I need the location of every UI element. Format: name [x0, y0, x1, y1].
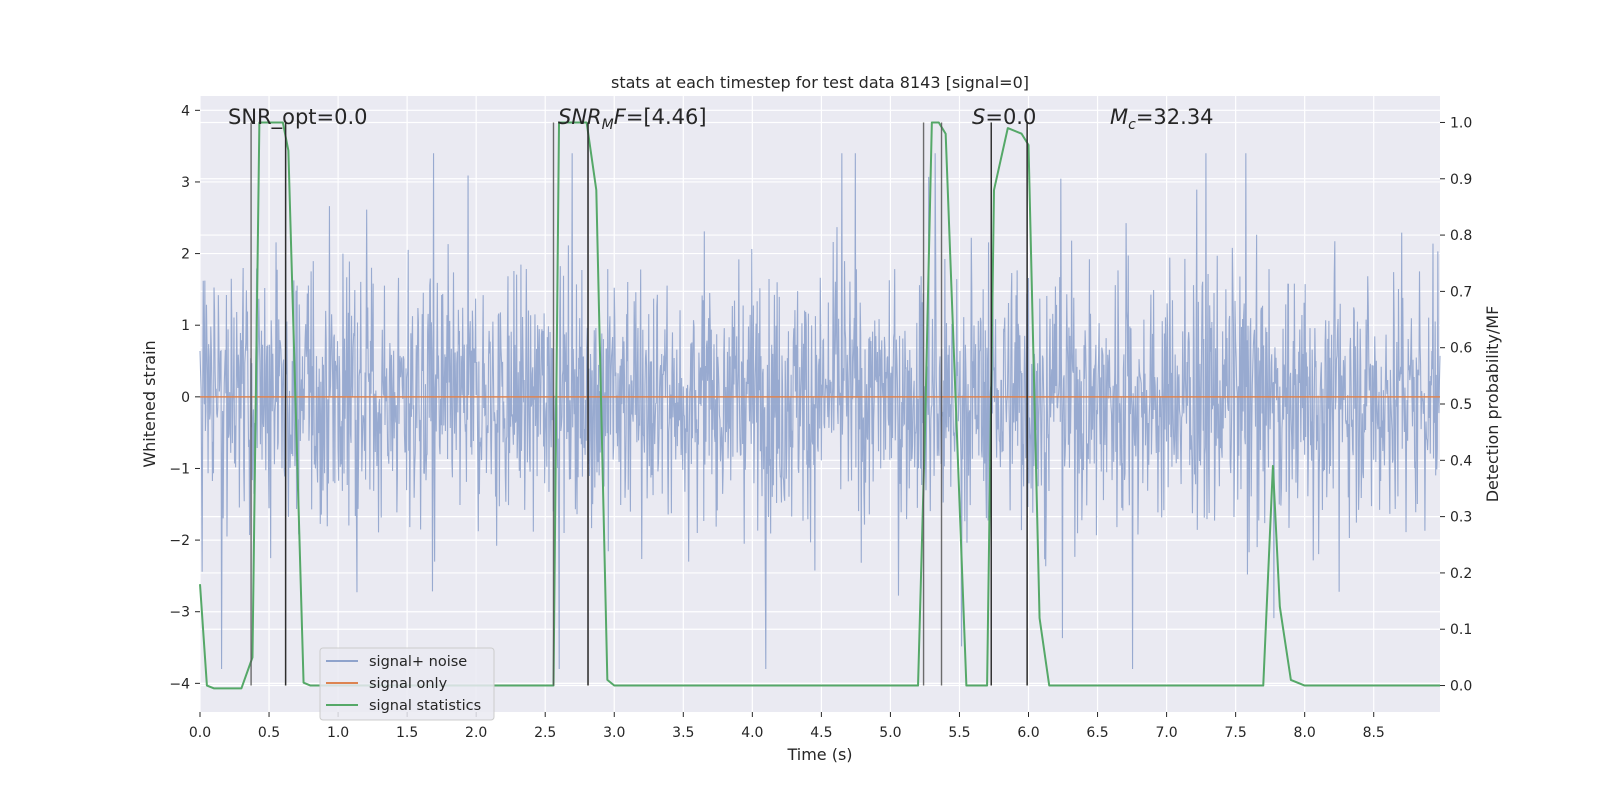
x-tick-label: 8.5: [1363, 725, 1385, 741]
y-tick-label-right: 0.4: [1450, 453, 1472, 469]
y-tick-label-right: 0.7: [1450, 284, 1472, 300]
legend: signal+ noise signal only signal statist…: [319, 647, 495, 721]
x-tick-label: 0.5: [258, 725, 280, 741]
x-tick-label: 0.0: [189, 725, 211, 741]
x-tick-label: 4.5: [810, 725, 832, 741]
x-tick-label: 2.5: [534, 725, 556, 741]
x-tick-label: 8.0: [1294, 725, 1316, 741]
annotation-part: F: [614, 105, 627, 129]
x-axis-label: Time (s): [786, 745, 852, 764]
x-tick-label: 6.5: [1086, 725, 1108, 741]
x-tick-label: 4.0: [741, 725, 763, 741]
signal-noise-series: [199, 153, 1441, 670]
x-tick-label: 7.5: [1225, 725, 1247, 741]
y-tick-label-right: 0.1: [1450, 622, 1472, 638]
vertical-markers: [250, 122, 1028, 686]
y-tick-label-left: 3: [181, 175, 190, 191]
x-tick-label: 5.0: [879, 725, 901, 741]
annotation-part: =0.0: [985, 105, 1036, 129]
y-tick-label-right: 0.2: [1450, 566, 1472, 582]
annotation-s: S=0.0: [972, 105, 1036, 129]
y-tick-label-left: 4: [181, 103, 190, 119]
legend-label-signal-statistics: signal statistics: [369, 698, 481, 714]
annotation-part: SNR: [558, 105, 602, 129]
y-axis-label-left: Whitened strain: [140, 340, 159, 467]
y-tick-label-left: −3: [169, 605, 190, 621]
signal-statistics-line: [199, 121, 1440, 690]
chart-title: stats at each timestep for test data 814…: [611, 73, 1029, 92]
y-tick-label-left: 2: [181, 247, 190, 263]
x-tick-label: 7.0: [1155, 725, 1177, 741]
y-tick-label-left: 1: [181, 318, 190, 334]
y-axis-label-right: Detection probability/MF: [1483, 306, 1502, 503]
x-tick-label: 1.0: [327, 725, 349, 741]
annotation-part: =32.34: [1136, 105, 1214, 129]
legend-label-signal-noise: signal+ noise: [369, 654, 467, 670]
annotation-snr-opt: SNR_opt=0.0: [228, 105, 368, 130]
y-tick-label-right: 0.5: [1450, 397, 1472, 413]
annotation-part: =[4.46]: [626, 105, 707, 129]
y-tick-label-left: −2: [169, 533, 190, 549]
x-tick-label: 6.0: [1017, 725, 1039, 741]
annotation-part: c: [1128, 117, 1136, 133]
y-tick-label-left: −1: [169, 461, 190, 477]
y-tick-label-right: 0.3: [1450, 510, 1472, 526]
legend-label-signal-only: signal only: [369, 676, 448, 692]
annotation-part: M: [602, 117, 614, 133]
y-tick-label-right: 0.9: [1450, 172, 1472, 188]
y-tick-label-right: 0.8: [1450, 228, 1472, 244]
legend-box: [319, 647, 495, 721]
x-tick-label: 5.5: [948, 725, 970, 741]
tick-labels: 0.0 0.5 1.0 1.5 2.0 2.5 3.0 3.5 4.0 4.5 5.0 5.5 6.0 6…: [169, 103, 1472, 741]
x-tick-label: 2.0: [465, 725, 487, 741]
y-tick-label-left: −4: [169, 676, 190, 692]
y-tick-label-right: 0.6: [1450, 341, 1472, 357]
y-tick-label-right: 1.0: [1450, 115, 1472, 131]
annotation-part: S: [972, 105, 985, 129]
series-layer: [199, 121, 1440, 690]
annotation-snr-mf: SNRMF=[4.46]: [558, 105, 707, 133]
annotation-mc: Mc=32.34: [1110, 105, 1214, 133]
annotation-part: M: [1110, 105, 1128, 129]
x-tick-label: 3.0: [603, 725, 625, 741]
x-tick-label: 1.5: [396, 725, 418, 741]
y-tick-label-left: 0: [181, 390, 190, 406]
y-tick-label-right: 0.0: [1450, 679, 1472, 695]
x-tick-label: 3.5: [672, 725, 694, 741]
signal-noise-line: [199, 153, 1441, 670]
